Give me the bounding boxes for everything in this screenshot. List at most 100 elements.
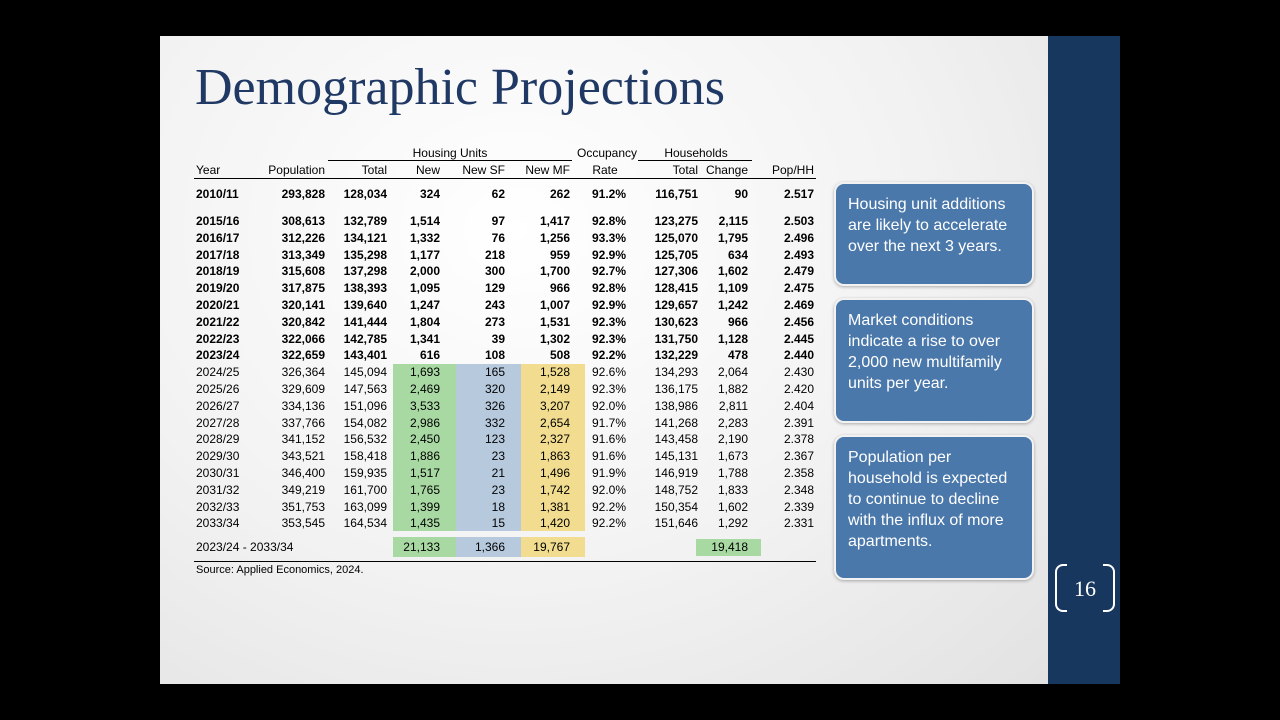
cell-total-units: 134,121 (343, 231, 387, 245)
cell-households-total: 131,750 (654, 332, 698, 346)
cell-new-mf: 1,863 (539, 449, 570, 463)
cell-occupancy-rate: 91.2% (591, 187, 626, 201)
cell-new-sf: 218 (484, 248, 505, 262)
cell-households-change: 1,242 (717, 298, 748, 312)
page-bracket-right (1103, 564, 1115, 612)
highlight-summary-new-sf (456, 537, 521, 557)
cell-households-change: 1,109 (717, 281, 748, 295)
cell-new-mf: 2,327 (539, 432, 570, 446)
cell-year: 2015/16 (196, 214, 240, 228)
cell-households-change: 1,882 (717, 382, 748, 396)
cell-pop-per-hh: 2.348 (783, 483, 814, 497)
cell-new-sf: 23 (491, 449, 505, 463)
cell-households-total: 148,752 (654, 483, 698, 497)
cell-new-sf: 129 (484, 281, 505, 295)
cell-pop-per-hh: 2.469 (783, 298, 814, 312)
cell-total-units: 137,298 (343, 264, 387, 278)
cell-households-change: 634 (727, 248, 748, 262)
cell-population: 313,349 (281, 248, 325, 262)
col-header-population: Population (268, 163, 325, 177)
cell-pop-per-hh: 2.391 (783, 416, 814, 430)
cell-new-units: 1,514 (409, 214, 440, 228)
cell-year: 2032/33 (196, 500, 240, 514)
cell-year: 2017/18 (196, 248, 240, 262)
cell-households-total: 116,751 (655, 187, 698, 201)
cell-population: 334,136 (281, 399, 325, 413)
col-header-new-sf: New SF (462, 163, 505, 177)
cell-year: 2019/20 (196, 281, 240, 295)
slide-title: Demographic Projections (195, 59, 725, 116)
cell-year: 2023/24 (196, 348, 240, 362)
callout-market: Market conditions indicate a rise to ove… (834, 298, 1034, 423)
cell-occupancy-rate: 92.9% (591, 248, 626, 262)
highlight-summary-new (393, 537, 456, 557)
cell-new-mf: 1,700 (539, 264, 570, 278)
cell-new-sf: 320 (484, 382, 505, 396)
cell-population: 349,219 (281, 483, 325, 497)
cell-new-units: 1,247 (409, 298, 440, 312)
cell-new-sf: 300 (484, 264, 505, 278)
cell-occupancy-rate: 92.0% (591, 483, 626, 497)
cell-new-sf: 326 (484, 399, 505, 413)
cell-new-units: 1,886 (409, 449, 440, 463)
cell-population: 312,226 (281, 231, 325, 245)
cell-occupancy-rate: 91.7% (591, 416, 626, 430)
cell-households-total: 141,268 (654, 416, 698, 430)
cell-households-change: 1,795 (717, 231, 748, 245)
cell-households-change: 2,115 (718, 214, 748, 228)
cell-new-units: 324 (419, 187, 440, 201)
cell-occupancy-rate: 92.7% (591, 264, 626, 278)
cell-new-units: 3,533 (409, 399, 440, 413)
cell-new-sf: 18 (491, 500, 505, 514)
cell-pop-per-hh: 2.493 (783, 248, 814, 262)
cell-households-change: 1,833 (717, 483, 748, 497)
cell-households-change: 2,190 (717, 432, 748, 446)
cell-occupancy-rate: 92.2% (591, 516, 626, 530)
cell-pop-per-hh: 2.503 (783, 214, 814, 228)
cell-year: 2027/28 (196, 416, 240, 430)
summary-new-sf: 1,366 (474, 540, 505, 554)
cell-households-total: 123,275 (654, 214, 698, 228)
cell-pop-per-hh: 2.339 (783, 500, 814, 514)
cell-new-mf: 508 (549, 348, 570, 362)
col-header-year: Year (196, 163, 221, 177)
cell-new-mf: 1,496 (539, 466, 570, 480)
cell-occupancy-rate: 93.3% (591, 231, 626, 245)
cell-new-mf: 1,302 (539, 332, 570, 346)
cell-new-mf: 2,149 (539, 382, 570, 396)
cell-new-mf: 1,420 (539, 516, 570, 530)
cell-occupancy-rate: 92.8% (591, 281, 626, 295)
cell-new-sf: 332 (484, 416, 505, 430)
cell-population: 322,066 (281, 332, 325, 346)
cell-new-sf: 15 (491, 516, 505, 530)
cell-total-units: 151,096 (343, 399, 387, 413)
cell-occupancy-rate: 92.8% (591, 214, 626, 228)
cell-occupancy-rate: 92.9% (591, 298, 626, 312)
summary-label: 2023/24 - 2033/34 (196, 540, 294, 554)
cell-households-change: 478 (727, 348, 748, 362)
cell-year: 2018/19 (196, 264, 240, 278)
cell-new-units: 1,332 (409, 231, 440, 245)
cell-households-total: 136,175 (654, 382, 698, 396)
cell-occupancy-rate: 92.6% (591, 365, 626, 379)
cell-total-units: 141,444 (343, 315, 387, 329)
cell-new-mf: 966 (549, 281, 570, 295)
cell-total-units: 161,700 (343, 483, 387, 497)
cell-occupancy-rate: 92.3% (591, 332, 626, 346)
cell-new-sf: 62 (491, 187, 505, 201)
cell-households-change: 1,788 (717, 466, 748, 480)
cell-new-units: 1,341 (409, 332, 440, 346)
cell-households-total: 130,623 (654, 315, 698, 329)
cell-new-sf: 273 (484, 315, 505, 329)
cell-pop-per-hh: 2.331 (783, 516, 814, 530)
cell-year: 2031/32 (196, 483, 240, 497)
cell-pop-per-hh: 2.440 (783, 348, 814, 362)
cell-total-units: 145,094 (343, 365, 387, 379)
cell-households-total: 134,293 (654, 365, 698, 379)
header-rule (194, 178, 816, 179)
cell-population: 326,364 (281, 365, 325, 379)
cell-households-total: 125,070 (654, 231, 698, 245)
cell-total-units: 163,099 (343, 500, 387, 514)
cell-new-mf: 2,654 (539, 416, 570, 430)
cell-households-change: 1,602 (717, 500, 748, 514)
